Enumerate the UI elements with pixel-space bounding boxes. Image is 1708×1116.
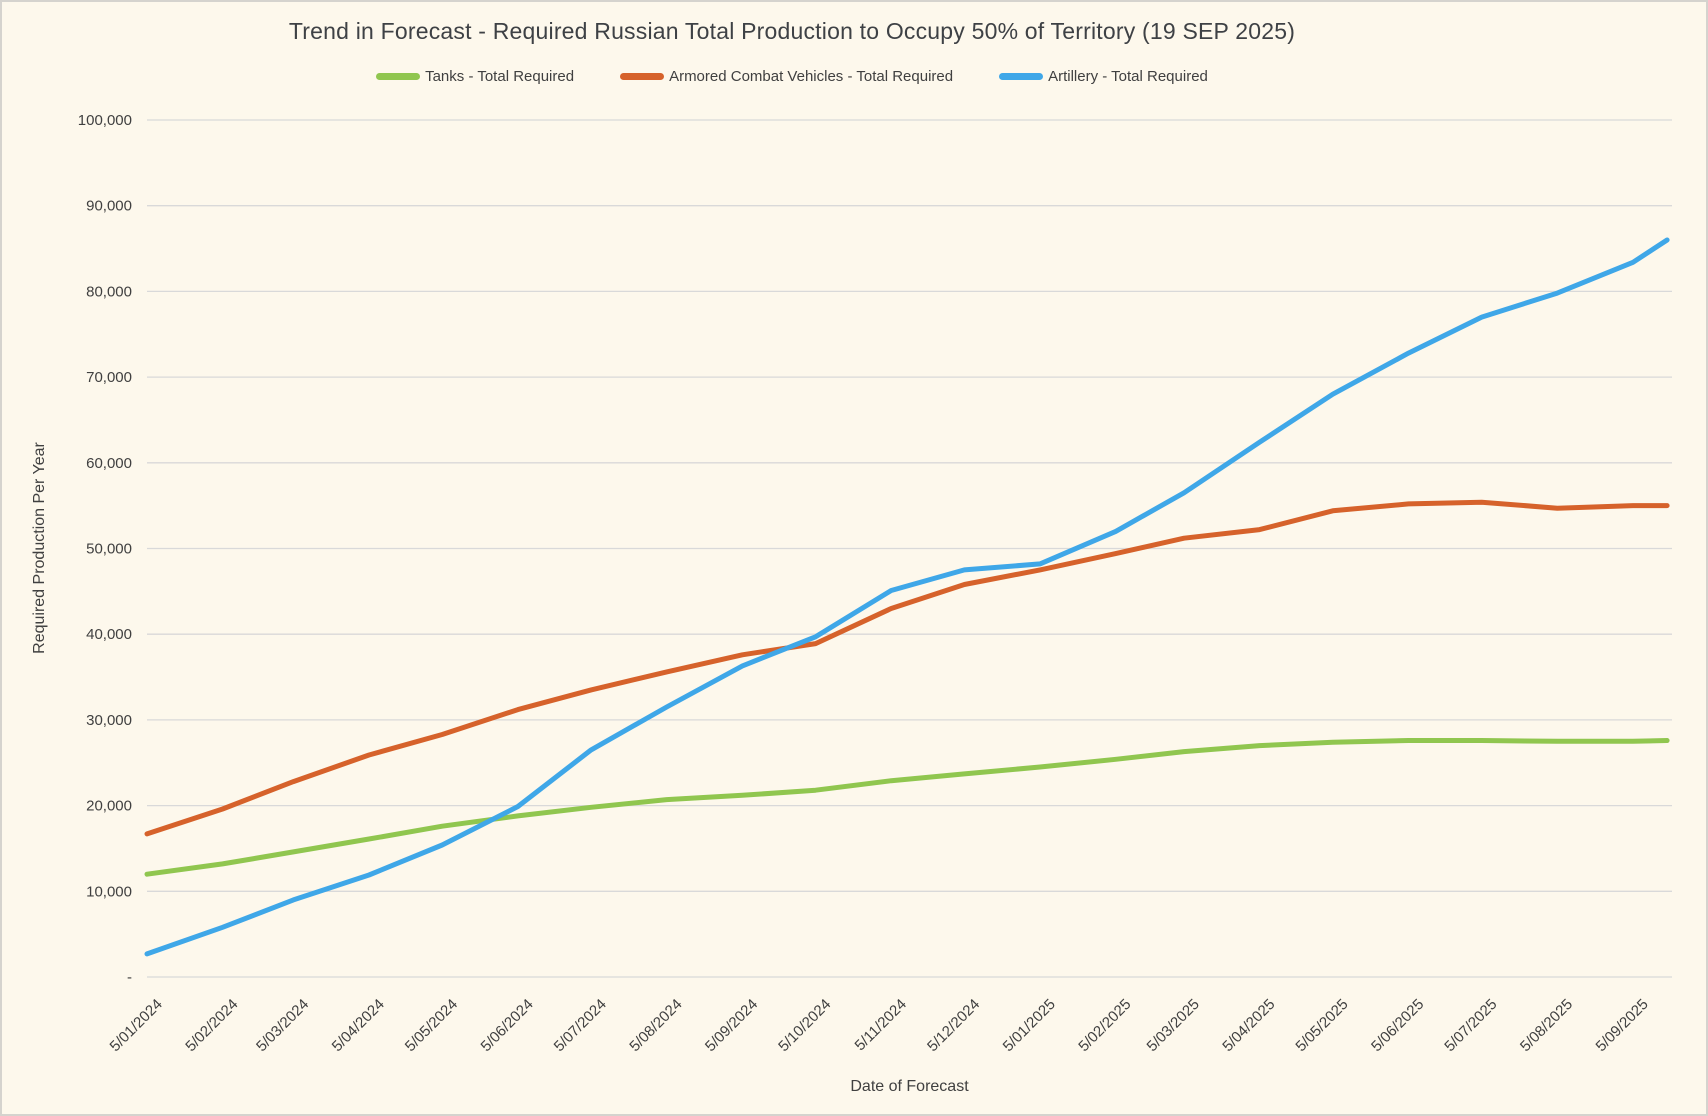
x-tick-label: 5/12/2024 xyxy=(924,996,983,1055)
x-tick-label: 5/02/2025 xyxy=(1075,996,1134,1055)
legend-item-1: Tanks - Total Required xyxy=(376,68,574,85)
chart-title: Trend in Forecast - Required Russian Tot… xyxy=(288,18,1296,44)
series-line-3 xyxy=(144,237,1670,957)
x-tick-label: 5/04/2024 xyxy=(329,996,388,1055)
legend-label: Artillery - Total Required xyxy=(1048,68,1208,85)
x-tick-label: 5/05/2025 xyxy=(1292,996,1351,1055)
y-tick-label: - xyxy=(127,969,132,986)
x-tick-label: 5/04/2025 xyxy=(1219,996,1278,1055)
legend: Tanks - Total Required Armored Combat Veh… xyxy=(2,68,1582,85)
x-tick-label: 5/08/2024 xyxy=(626,996,685,1055)
x-tick-label: 5/11/2024 xyxy=(852,996,910,1054)
y-axis-title: Required Production Per Year xyxy=(31,442,48,654)
series-line-2 xyxy=(144,499,1670,837)
legend-label: Tanks - Total Required xyxy=(425,68,575,85)
legend-item-2: Armored Combat Vehicles - Total Required xyxy=(620,68,953,85)
x-tick-label: 5/10/2024 xyxy=(775,996,834,1055)
y-tick-label: 10,000 xyxy=(86,883,132,900)
x-tick-label: 5/09/2024 xyxy=(702,996,761,1055)
x-tick-label: 5/07/2024 xyxy=(551,996,610,1055)
x-tick-label: 5/05/2024 xyxy=(402,996,461,1055)
series-line-1 xyxy=(144,738,1670,877)
y-tick-label: 100,000 xyxy=(78,112,132,129)
y-tick-label: 20,000 xyxy=(86,798,132,815)
x-tick-label: 5/02/2024 xyxy=(182,996,241,1055)
x-tick-label: 5/09/2025 xyxy=(1593,996,1652,1055)
y-tick-label: 80,000 xyxy=(86,283,132,300)
x-tick-label: 5/08/2025 xyxy=(1517,996,1576,1055)
legend-item-3: Artillery - Total Required xyxy=(999,68,1208,85)
y-tick-label: 90,000 xyxy=(86,198,132,215)
x-tick-label: 5/01/2024 xyxy=(107,996,166,1055)
x-tick-label: 5/07/2025 xyxy=(1441,996,1500,1055)
y-tick-label: 30,000 xyxy=(86,712,132,729)
y-tick-label: 40,000 xyxy=(86,626,132,643)
y-tick-label: 60,000 xyxy=(86,455,132,472)
y-tick-label: 70,000 xyxy=(86,369,132,386)
x-tick-label: 5/03/2024 xyxy=(253,996,312,1055)
x-axis-title: Date of Forecast xyxy=(850,1078,969,1095)
x-tick-label: 5/06/2024 xyxy=(477,996,536,1055)
legend-swatch-icon xyxy=(999,73,1044,80)
legend-swatch-icon xyxy=(376,73,421,80)
x-tick-label: 5/03/2025 xyxy=(1144,996,1203,1055)
legend-swatch-icon xyxy=(620,73,665,80)
x-tick-label: 5/06/2025 xyxy=(1368,996,1427,1055)
x-tick-label: 5/01/2025 xyxy=(1000,996,1059,1055)
y-tick-label: 50,000 xyxy=(86,541,132,558)
legend-label: Armored Combat Vehicles - Total Required xyxy=(669,68,954,85)
